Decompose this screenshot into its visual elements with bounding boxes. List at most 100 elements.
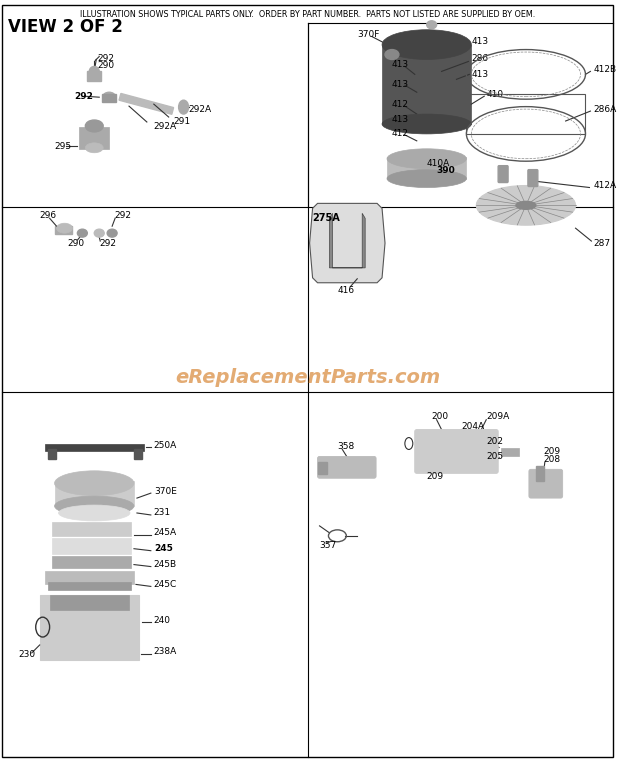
Bar <box>51 555 131 568</box>
Text: 286: 286 <box>471 54 489 63</box>
Bar <box>317 463 327 474</box>
Bar <box>51 522 131 536</box>
Ellipse shape <box>94 229 104 237</box>
Bar <box>134 450 142 459</box>
Text: 370F: 370F <box>357 30 379 39</box>
Bar <box>422 437 481 466</box>
Text: 416: 416 <box>337 287 355 295</box>
Text: 412: 412 <box>392 100 409 109</box>
Text: 292: 292 <box>114 211 131 219</box>
Bar <box>51 538 131 554</box>
Ellipse shape <box>78 229 87 237</box>
Text: 202: 202 <box>486 437 503 446</box>
Ellipse shape <box>56 223 73 233</box>
Text: 357: 357 <box>319 541 337 550</box>
Text: 230: 230 <box>18 651 35 659</box>
Text: 245B: 245B <box>154 560 177 569</box>
Text: 292: 292 <box>99 239 116 248</box>
Ellipse shape <box>516 201 536 210</box>
Text: 296: 296 <box>40 211 57 219</box>
Bar <box>55 482 134 506</box>
Text: 413: 413 <box>392 60 409 69</box>
Ellipse shape <box>385 50 399 59</box>
Text: 209: 209 <box>544 447 561 456</box>
Text: 245A: 245A <box>154 528 177 537</box>
Text: 412B: 412B <box>593 65 616 74</box>
Ellipse shape <box>382 30 471 59</box>
Text: 292A: 292A <box>154 123 177 132</box>
Bar <box>50 595 129 610</box>
Ellipse shape <box>387 170 466 187</box>
Text: 238A: 238A <box>154 648 177 656</box>
Text: 413: 413 <box>392 114 409 123</box>
Text: 390: 390 <box>436 166 455 175</box>
Text: 413: 413 <box>471 37 489 46</box>
Bar <box>55 226 73 234</box>
Ellipse shape <box>387 149 466 168</box>
Bar <box>48 582 131 591</box>
FancyBboxPatch shape <box>317 456 376 479</box>
Bar <box>45 443 144 451</box>
Text: 292: 292 <box>74 91 93 101</box>
Text: 208: 208 <box>544 455 561 464</box>
Polygon shape <box>309 203 385 283</box>
Ellipse shape <box>107 229 117 237</box>
Text: 231: 231 <box>154 508 171 517</box>
Ellipse shape <box>382 114 471 134</box>
FancyBboxPatch shape <box>528 170 538 187</box>
Ellipse shape <box>476 185 575 226</box>
Ellipse shape <box>55 496 134 516</box>
Text: 412: 412 <box>392 130 409 139</box>
Ellipse shape <box>86 142 103 152</box>
Text: 240: 240 <box>154 616 171 625</box>
Ellipse shape <box>89 66 99 76</box>
Text: 290: 290 <box>97 61 114 70</box>
Ellipse shape <box>103 92 115 100</box>
Bar <box>40 595 139 660</box>
Text: VIEW 2 OF 2: VIEW 2 OF 2 <box>8 18 123 36</box>
Text: 245: 245 <box>154 544 173 553</box>
Text: 370E: 370E <box>154 487 177 495</box>
Text: 200: 200 <box>432 412 449 421</box>
Text: 209A: 209A <box>486 412 510 421</box>
Text: 410: 410 <box>486 90 503 99</box>
Ellipse shape <box>86 120 103 132</box>
Text: 292: 292 <box>97 54 114 63</box>
Polygon shape <box>329 213 365 268</box>
Text: 205: 205 <box>486 452 503 461</box>
Text: 209: 209 <box>427 472 444 481</box>
Text: 413: 413 <box>471 70 489 79</box>
Text: 295: 295 <box>55 142 72 152</box>
Ellipse shape <box>55 471 134 495</box>
Bar <box>45 571 134 584</box>
Text: eReplacementParts.com: eReplacementParts.com <box>175 367 440 386</box>
Bar <box>48 450 56 459</box>
Text: 291: 291 <box>174 117 191 126</box>
Ellipse shape <box>427 21 436 29</box>
Text: 287: 287 <box>593 239 611 248</box>
FancyBboxPatch shape <box>415 430 498 473</box>
FancyBboxPatch shape <box>498 165 508 183</box>
Text: 412A: 412A <box>593 181 616 190</box>
Text: 245C: 245C <box>154 580 177 589</box>
Bar <box>387 157 466 178</box>
Ellipse shape <box>179 100 188 114</box>
Text: 410A: 410A <box>427 159 450 168</box>
Text: ILLUSTRATION SHOWS TYPICAL PARTS ONLY.  ORDER BY PART NUMBER.  PARTS NOT LISTED : ILLUSTRATION SHOWS TYPICAL PARTS ONLY. O… <box>80 11 535 19</box>
Bar <box>102 94 116 102</box>
Bar <box>536 466 544 482</box>
Bar <box>382 45 471 124</box>
Text: 275A: 275A <box>312 213 340 223</box>
Text: 358: 358 <box>337 442 355 451</box>
Text: 250A: 250A <box>154 441 177 450</box>
Text: 204A: 204A <box>461 422 485 431</box>
Ellipse shape <box>58 505 130 521</box>
Text: 413: 413 <box>392 80 409 89</box>
Text: 286A: 286A <box>593 104 617 114</box>
Text: 290: 290 <box>68 239 84 248</box>
Bar <box>79 127 109 149</box>
FancyBboxPatch shape <box>529 469 562 498</box>
Bar <box>119 94 174 114</box>
Bar <box>466 94 585 134</box>
Bar <box>501 449 519 456</box>
